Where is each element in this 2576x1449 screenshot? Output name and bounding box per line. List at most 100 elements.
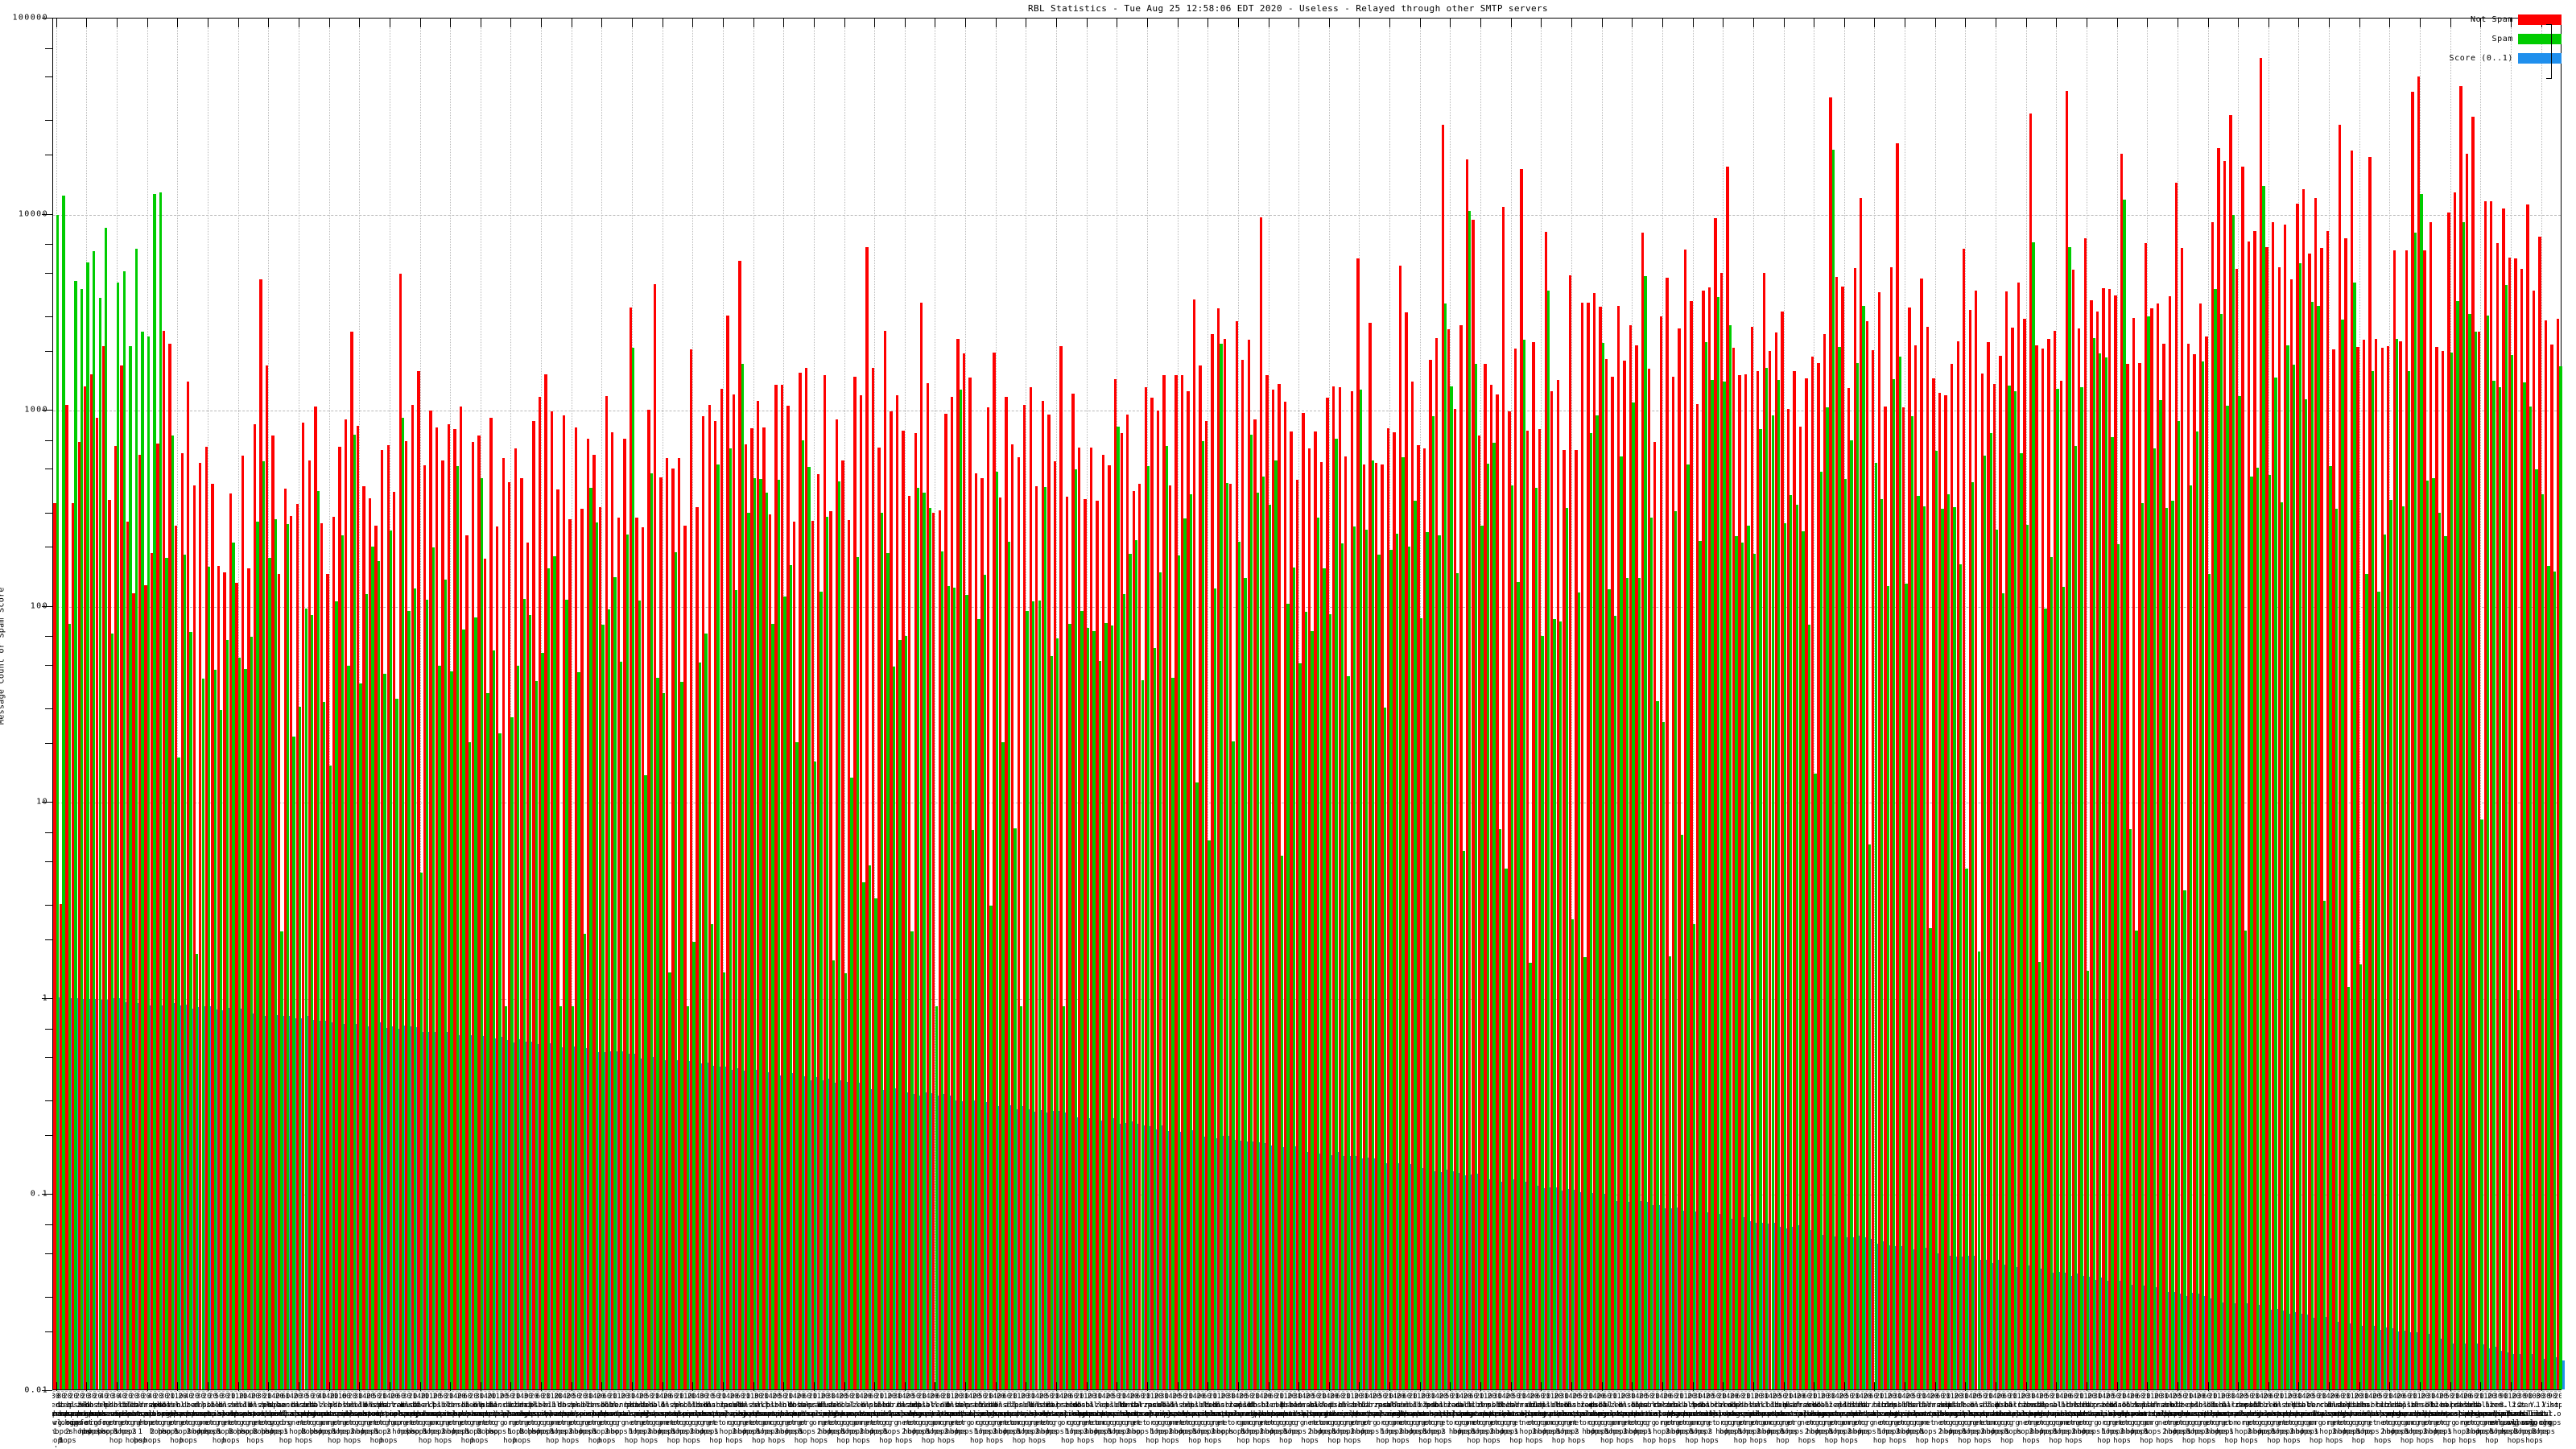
x-tick-top xyxy=(601,19,603,27)
x-tick-top xyxy=(359,19,361,27)
legend-swatch-spam xyxy=(2518,33,2562,44)
bar-spam xyxy=(650,473,654,1389)
x-tick-bottom xyxy=(874,1382,876,1391)
bar-spam xyxy=(426,599,429,1389)
bar-group xyxy=(895,19,905,1389)
x-tick-bottom xyxy=(1056,1382,1058,1391)
bar-not-spam xyxy=(2284,224,2287,1389)
bar-group xyxy=(2181,19,2190,1389)
bar-group xyxy=(308,19,316,1389)
bar-not-spam xyxy=(926,383,929,1389)
bar-group xyxy=(520,19,529,1389)
bar-not-spam xyxy=(1980,373,1984,1389)
bar-not-spam xyxy=(2277,266,2281,1389)
bar-group xyxy=(902,19,910,1389)
bar-not-spam xyxy=(823,375,826,1389)
bar-not-spam xyxy=(1726,166,1729,1389)
bar-group xyxy=(2217,19,2226,1389)
bar-group xyxy=(71,19,80,1389)
bar-group xyxy=(2459,19,2468,1389)
bar-not-spam xyxy=(435,427,439,1389)
bar-group xyxy=(538,19,547,1389)
bar-group xyxy=(1253,19,1262,1389)
bar-spam xyxy=(2322,901,2326,1389)
bar-not-spam xyxy=(2508,258,2512,1389)
bar-not-spam xyxy=(489,418,493,1389)
bar-group xyxy=(1786,19,1795,1389)
x-tick-bottom xyxy=(2541,1382,2542,1391)
x-tick-top xyxy=(1450,19,1451,27)
bar-spam xyxy=(2128,829,2132,1389)
bar-group xyxy=(1563,19,1571,1389)
bar-group xyxy=(738,19,747,1389)
bar-spam xyxy=(438,666,441,1389)
bar-not-spam xyxy=(1113,379,1117,1389)
bar-spam xyxy=(1886,586,1889,1389)
bar-not-spam xyxy=(1150,397,1154,1389)
bar-spam xyxy=(1274,460,1278,1389)
y-tick-major xyxy=(42,1390,52,1391)
bar-group xyxy=(968,19,977,1389)
bar-not-spam xyxy=(774,385,778,1389)
bar-not-spam xyxy=(2490,201,2493,1389)
bar-spam xyxy=(771,623,774,1389)
bar-not-spam xyxy=(471,442,475,1389)
bar-spam xyxy=(213,670,217,1389)
bar-spam xyxy=(2171,501,2174,1389)
bar-spam xyxy=(607,609,611,1389)
bar-spam xyxy=(195,953,199,1389)
bar-spam xyxy=(1280,856,1284,1389)
bar-spam xyxy=(1819,471,1823,1389)
bar-group xyxy=(696,19,704,1389)
x-tick-top xyxy=(1874,19,1876,27)
bar-not-spam xyxy=(1010,444,1014,1389)
bar-spam xyxy=(2456,300,2459,1389)
bar-not-spam xyxy=(1975,290,1978,1389)
bar-spam xyxy=(1213,588,1217,1389)
bar-spam xyxy=(165,557,168,1389)
bar-spam xyxy=(2425,481,2429,1389)
bar-not-spam xyxy=(1611,376,1614,1389)
bar-spam xyxy=(662,693,666,1389)
bar-spam xyxy=(704,634,708,1389)
bar-group xyxy=(1963,19,1971,1389)
bar-spam xyxy=(2153,448,2157,1389)
bar-group xyxy=(2126,19,2135,1389)
bar-not-spam xyxy=(1963,249,1966,1389)
bar-spam xyxy=(1474,364,1477,1389)
bar-group xyxy=(2405,19,2413,1389)
bar-spam xyxy=(644,775,647,1389)
bar-spam xyxy=(632,348,635,1389)
bar-spam xyxy=(1517,582,1520,1389)
bar-group xyxy=(1520,19,1529,1389)
bar-not-spam xyxy=(2459,85,2462,1389)
bar-spam xyxy=(1662,721,1666,1389)
bar-not-spam xyxy=(1332,386,1335,1389)
bar-spam xyxy=(1589,433,1593,1389)
bar-not-spam xyxy=(720,389,723,1389)
bar-spam xyxy=(2293,365,2296,1389)
bar-spam xyxy=(904,636,908,1389)
bar-not-spam xyxy=(2272,222,2275,1389)
bar-group xyxy=(817,19,826,1389)
bar-not-spam xyxy=(223,572,226,1389)
bar-spam xyxy=(995,471,999,1389)
bar-not-spam xyxy=(1362,464,1366,1389)
bar-group xyxy=(1896,19,1905,1389)
x-axis-labels: 30 zen. spamhaus. org 1 hop80 1. spamhau… xyxy=(52,1393,2562,1447)
x-tick-bottom xyxy=(1389,1382,1391,1391)
bar-group xyxy=(1150,19,1159,1389)
bar-group xyxy=(2114,19,2123,1389)
x-tick-top xyxy=(2025,19,2027,27)
bar-spam xyxy=(1529,963,1532,1389)
bar-spam xyxy=(274,519,278,1389)
bar-group xyxy=(920,19,929,1389)
bar-spam xyxy=(1377,555,1381,1389)
bar-group xyxy=(689,19,699,1389)
bar-group xyxy=(217,19,225,1389)
bar-not-spam xyxy=(1707,287,1711,1389)
bar-not-spam xyxy=(562,415,566,1389)
bar-group xyxy=(1065,19,1074,1389)
bar-not-spam xyxy=(368,497,372,1389)
bar-spam xyxy=(1941,509,1944,1389)
